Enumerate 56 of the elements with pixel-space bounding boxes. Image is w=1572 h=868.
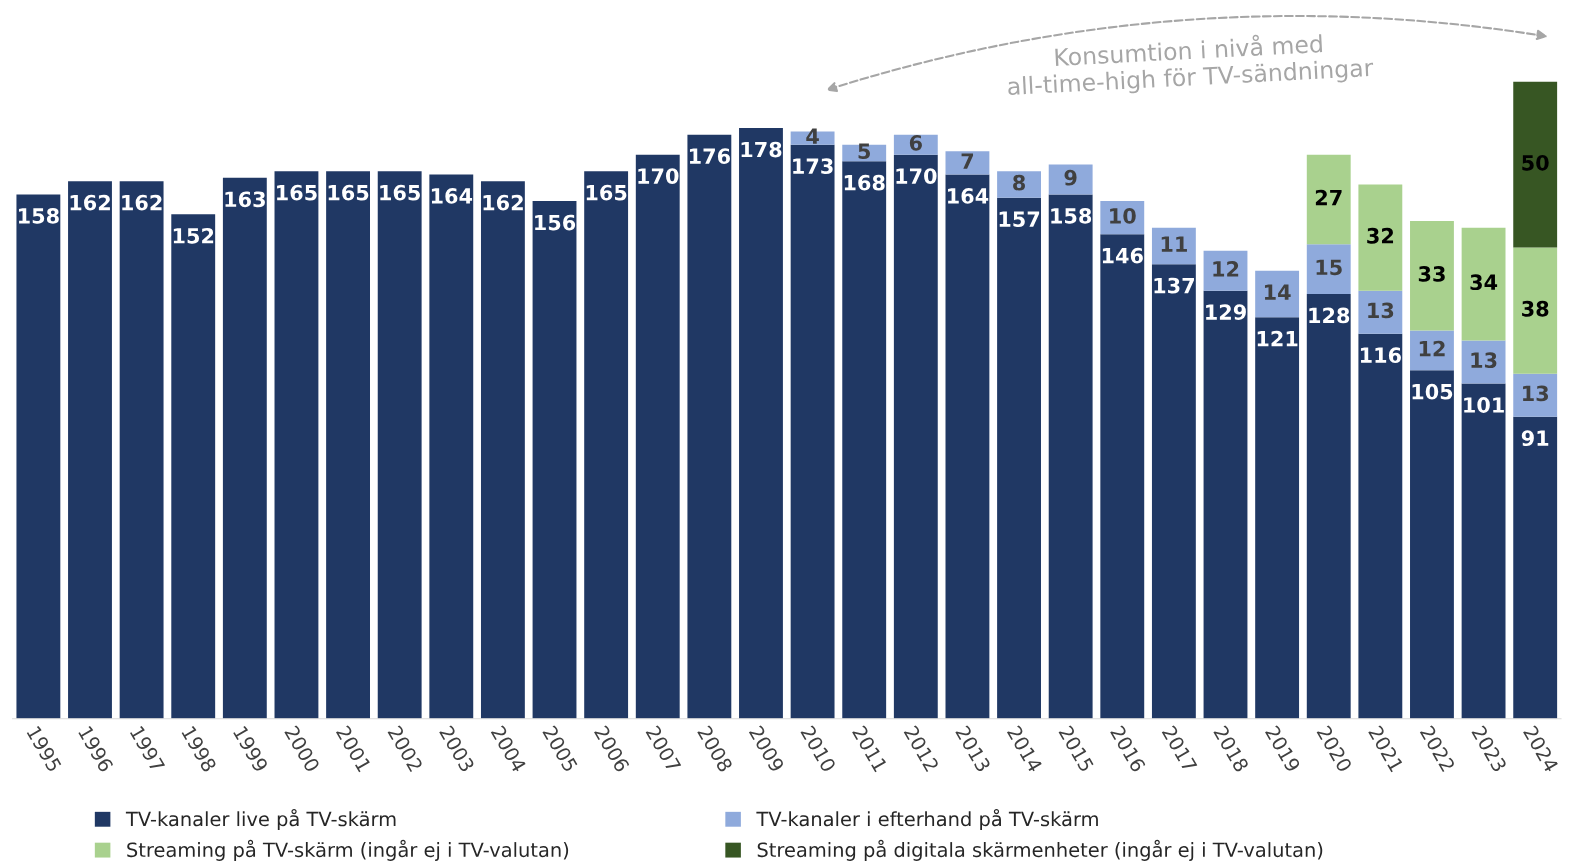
data-label: 165 xyxy=(328,184,369,201)
data-label: 14 xyxy=(1264,284,1291,300)
data-label: 165 xyxy=(277,184,317,201)
data-label: 33 xyxy=(1418,266,1445,282)
legend-label: TV-kanaler i efterhand på TV-skärm xyxy=(756,808,1098,831)
data-label: 164 xyxy=(431,188,473,204)
data-label: 170 xyxy=(638,168,679,184)
data-label: 7 xyxy=(961,153,974,169)
data-label: 164 xyxy=(948,188,989,204)
data-label: 12 xyxy=(1419,340,1445,357)
data-label: 8 xyxy=(1013,174,1025,191)
legend-label: Streaming på digitala skärmenheter (ingår ej i TV-valutan) xyxy=(757,839,1323,861)
data-label: 157 xyxy=(999,211,1040,228)
legend-label: Streaming på TV-skärm (ingår ej i TV-valutan) xyxy=(127,839,569,861)
data-label: 128 xyxy=(1309,307,1350,324)
data-label: 91 xyxy=(1521,430,1549,447)
data-label: 6 xyxy=(909,134,922,151)
data-label: 15 xyxy=(1316,259,1342,276)
data-label: 13 xyxy=(1471,352,1497,369)
annotation: Konsumtion i nivå med all-time-high för TV-sändningar xyxy=(1007,31,1374,100)
data-label: 170 xyxy=(896,168,937,184)
data-label: 4 xyxy=(806,128,819,144)
data-label: 165 xyxy=(586,184,627,201)
data-label: 173 xyxy=(793,158,833,174)
data-label: 101 xyxy=(1464,397,1504,413)
data-label: 158 xyxy=(1051,207,1092,224)
data-label: 13 xyxy=(1368,302,1394,319)
data-label: 162 xyxy=(122,194,162,211)
data-label: 32 xyxy=(1367,227,1394,244)
data-label: 129 xyxy=(1206,304,1246,320)
data-label: 158 xyxy=(18,207,59,224)
data-label: 121 xyxy=(1257,330,1298,347)
data-label: 163 xyxy=(225,191,265,208)
data-label: 137 xyxy=(1154,277,1194,294)
data-label: 50 xyxy=(1522,154,1549,171)
data-label: 12 xyxy=(1213,261,1239,277)
data-label: 146 xyxy=(1102,247,1143,264)
data-label: 176 xyxy=(689,148,730,165)
data-label: 156 xyxy=(535,214,576,231)
data-label: 162 xyxy=(70,194,110,211)
data-label: 27 xyxy=(1315,189,1342,206)
data-label: 34 xyxy=(1470,274,1498,291)
data-label: 13 xyxy=(1523,385,1549,402)
data-label: 162 xyxy=(483,194,523,211)
data-label: 168 xyxy=(844,174,885,191)
data-label: 5 xyxy=(858,143,870,160)
data-label: 11 xyxy=(1161,236,1187,252)
data-label: 9 xyxy=(1064,169,1077,186)
data-label: 105 xyxy=(1412,383,1453,400)
data-label: 10 xyxy=(1110,207,1136,224)
data-label: 116 xyxy=(1360,347,1401,364)
data-label: 178 xyxy=(741,141,782,158)
legend-label: TV-kanaler live på TV-skärm xyxy=(125,808,396,831)
data-label: 38 xyxy=(1522,300,1549,317)
data-label: 165 xyxy=(380,184,420,201)
data-label: 152 xyxy=(173,227,214,244)
